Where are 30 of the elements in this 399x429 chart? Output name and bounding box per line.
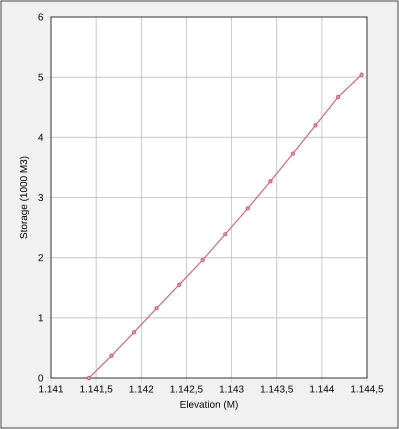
point: [336, 94, 340, 100]
x-tick-label: 1.143: [220, 386, 244, 393]
point: [132, 330, 136, 334]
y-axis-title: Storage (1000 M3): [20, 156, 30, 239]
point: [109, 354, 114, 358]
y-tick-label: 6: [38, 13, 44, 21]
y-tick-label: 4: [38, 134, 44, 141]
x-tick-label: 1.142: [130, 386, 154, 392]
point: [313, 123, 318, 128]
x-tick-label: 1.141: [39, 386, 63, 392]
x-tick-label: 1.144,5: [351, 386, 384, 394]
x-axis-title: Elevation (M): [180, 400, 238, 410]
y-tick-label: 5: [38, 74, 44, 81]
x-tick-label: 1.141,5: [80, 386, 112, 394]
y-tick-label: 1: [38, 314, 43, 322]
point: [246, 206, 250, 210]
y-tick-label: 3: [38, 194, 44, 202]
x-tick-label: 1.142,5: [170, 386, 203, 394]
point: [290, 151, 296, 156]
point: [223, 232, 228, 236]
point: [154, 306, 159, 310]
x-tick-label: 1.143,5: [260, 386, 293, 394]
point: [86, 376, 92, 380]
point: [200, 258, 205, 262]
y-tick-label: 2: [38, 254, 43, 262]
x-tick-label: 1.144: [310, 386, 334, 392]
point: [268, 179, 272, 184]
y-tick-label: 0: [38, 374, 44, 382]
point: [177, 282, 182, 287]
point: [359, 72, 364, 77]
